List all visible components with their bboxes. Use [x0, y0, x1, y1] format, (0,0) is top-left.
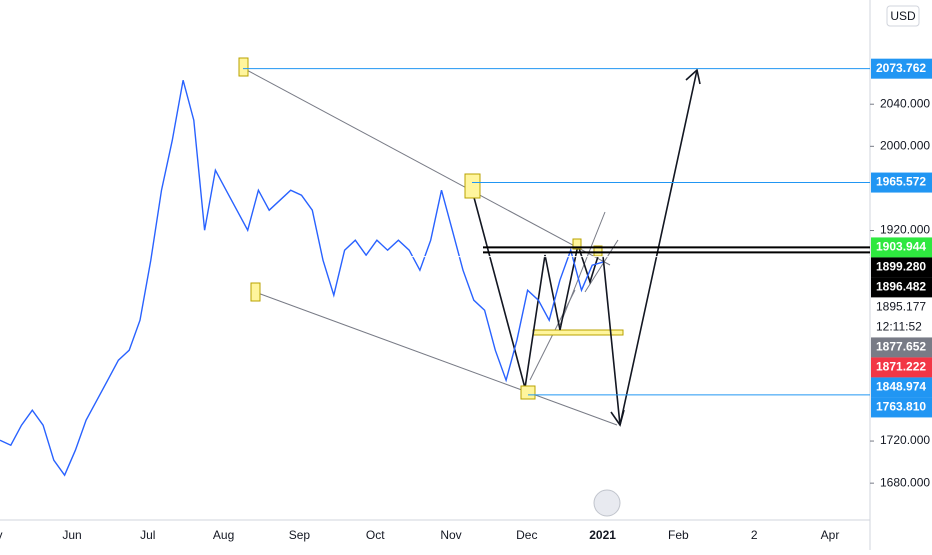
price-label: 1903.944 — [876, 240, 926, 254]
price-label: 1899.280 — [876, 260, 926, 274]
pivot-box — [238, 57, 249, 77]
pivot-box — [464, 173, 481, 199]
x-tick-label: Dec — [516, 528, 537, 542]
price-label-bg — [871, 58, 932, 79]
price-label-bg — [871, 397, 932, 418]
arrowhead — [685, 68, 701, 85]
price-line — [0, 80, 604, 477]
currency: USD — [890, 9, 916, 23]
pivot-box — [520, 385, 536, 400]
price-label-bg — [871, 337, 932, 358]
x-tick-label: ay — [0, 528, 3, 542]
drawings — [238, 57, 701, 517]
price-label: 12:11:52 — [876, 320, 922, 334]
price-label: 1877.652 — [876, 340, 926, 354]
price-label: 1763.810 — [876, 400, 926, 414]
price-label: 1848.974 — [876, 380, 926, 394]
pivot-box — [593, 245, 603, 257]
x-tick-label: 2021 — [589, 528, 616, 542]
price-label-bg — [871, 172, 932, 193]
pivot-box — [250, 282, 261, 302]
price-label-bg — [871, 297, 932, 318]
x-tick-label: Jun — [62, 528, 81, 542]
x-tick-label: Sep — [289, 528, 311, 542]
x-tick-label: 2 — [751, 528, 758, 542]
price-label: 2073.762 — [876, 61, 926, 75]
currency-box[interactable] — [886, 5, 920, 27]
price-label-bg — [871, 377, 932, 398]
watermark — [593, 489, 621, 517]
x-tick-label: Nov — [440, 528, 461, 542]
price-label-bg — [871, 357, 932, 378]
price-label: 1965.572 — [876, 175, 926, 189]
pivot-box — [572, 238, 582, 250]
x-tick-label: Aug — [213, 528, 234, 542]
price-label: 1871.222 — [876, 360, 926, 374]
y-tick-label: 1920.000 — [880, 223, 930, 237]
price-label-bg — [871, 237, 932, 258]
arrowhead — [610, 409, 625, 427]
channel-line — [559, 211, 606, 326]
x-tick-label: Jul — [140, 528, 155, 542]
x-tick-label: Apr — [821, 528, 840, 542]
x-tick-label: Feb — [668, 528, 689, 542]
x-tick-label: Oct — [366, 528, 385, 542]
price-label: 1895.177 — [876, 300, 926, 314]
y-tick-label: 2040.000 — [880, 96, 930, 110]
price-label-bg — [871, 257, 932, 278]
y-tick-label: 2000.000 — [880, 138, 930, 152]
channel-line — [584, 239, 619, 293]
price-label: 1896.482 — [876, 280, 926, 294]
price-label-bg — [871, 317, 932, 338]
upper-trendline — [242, 67, 611, 266]
price-label-bg — [871, 277, 932, 298]
y-tick-label: 1720.000 — [880, 433, 930, 447]
support-zone — [532, 329, 624, 336]
lower-trendline — [254, 291, 618, 426]
y-tick-label: 1680.000 — [880, 475, 930, 489]
